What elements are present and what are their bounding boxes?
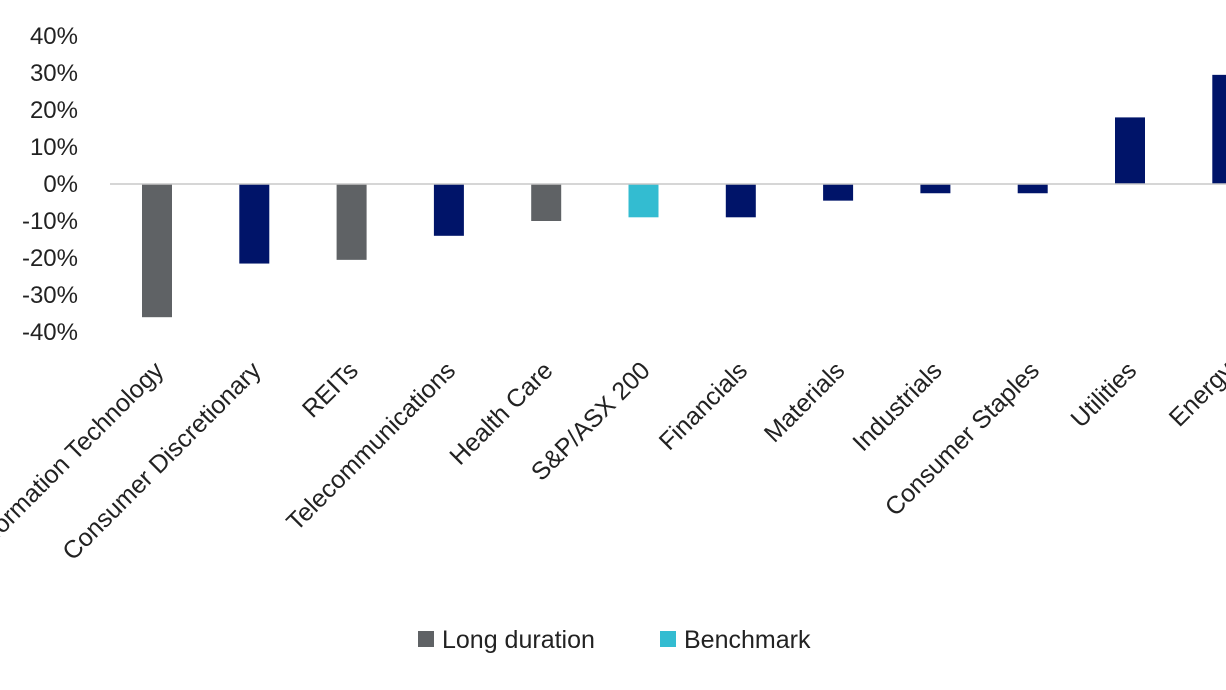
bar-consumer-discretionary (239, 184, 270, 264)
x-category-label: REITs (297, 356, 364, 423)
legend: Long duration Benchmark (418, 626, 811, 654)
y-tick-label: -30% (22, 282, 78, 309)
x-category-label: Materials (759, 356, 851, 448)
y-axis-tick-labels: 40% 30% 20% 10% 0% -10% -20% -30% -40% (22, 23, 78, 346)
legend-swatch-benchmark (660, 631, 676, 647)
bar-consumer-staples (1017, 184, 1048, 194)
bar-telecommunications (433, 184, 464, 236)
bar-reits (336, 184, 367, 260)
y-tick-label: 0% (43, 171, 78, 198)
y-tick-label: 10% (30, 134, 78, 161)
y-tick-label: -40% (22, 319, 78, 346)
bar-information-technology (142, 184, 172, 318)
y-tick-label: 40% (30, 23, 78, 50)
bar-utilities (1115, 117, 1145, 184)
bar-industrials (920, 184, 951, 194)
x-category-label: Financials (654, 356, 753, 455)
y-tick-label: -20% (22, 245, 78, 272)
x-category-label: Telecommunications (281, 356, 461, 536)
bar-financials (725, 184, 756, 218)
y-tick-label: 20% (30, 97, 78, 124)
y-tick-label: -10% (22, 208, 78, 235)
legend-label-long-duration: Long duration (442, 626, 595, 654)
legend-swatch-long-duration (418, 631, 434, 647)
bar-energy (1212, 74, 1226, 184)
x-category-label: Energy (1164, 356, 1226, 432)
x-category-label: Industrials (847, 356, 947, 456)
x-category-label: Utilities (1065, 356, 1142, 433)
bar-health-care (531, 184, 562, 221)
bars-group (142, 74, 1226, 318)
y-tick-label: 30% (30, 60, 78, 87)
x-category-label: Consumer Discretionary (57, 356, 267, 566)
legend-label-benchmark: Benchmark (684, 626, 811, 654)
bar-materials (823, 184, 854, 201)
bar-s-p-asx-200 (628, 184, 659, 218)
